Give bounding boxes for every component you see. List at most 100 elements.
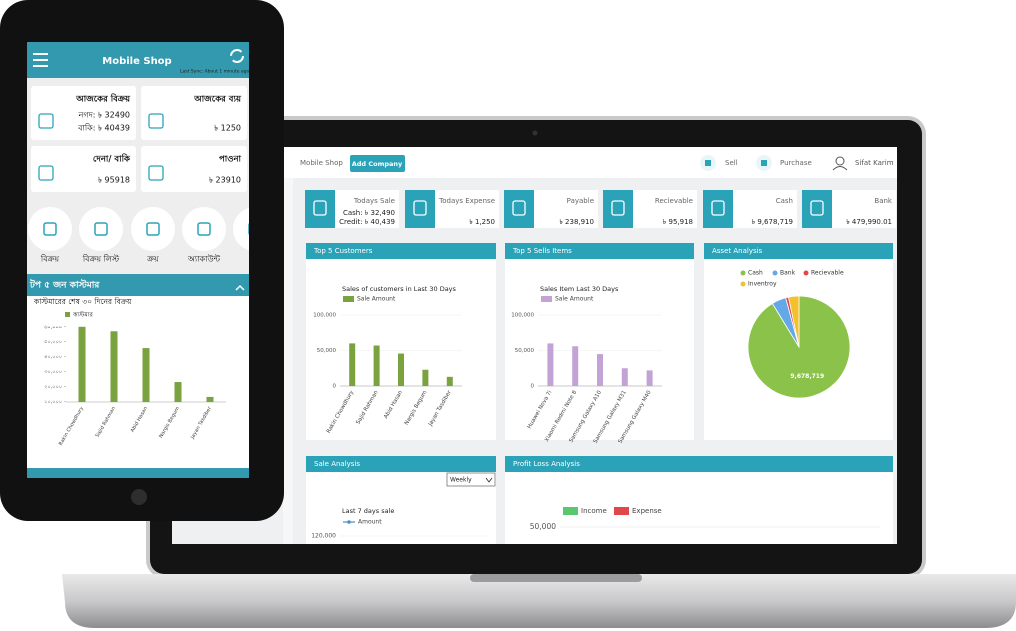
pie-slice	[747, 295, 851, 399]
panel-title: Profit Loss Analysis	[513, 460, 580, 468]
add-button-bg[interactable]	[350, 155, 405, 172]
shortcut-bg	[79, 207, 123, 251]
app-footer	[27, 468, 249, 478]
user-name[interactable]: Sifat Karim	[855, 159, 894, 167]
legend-label[interactable]: Bank	[780, 270, 796, 277]
pie-slice	[788, 295, 800, 348]
menu-icon[interactable]	[33, 53, 48, 67]
card-value: ৳ 1250	[214, 124, 241, 133]
collapse-icon[interactable]	[235, 284, 245, 291]
legend-label[interactable]: Sale Amount	[357, 296, 396, 303]
summary-card[interactable]: দেনা/ বাকি ৳ 95918	[31, 146, 136, 192]
legend-label[interactable]: Expense	[632, 507, 662, 515]
stat-card[interactable]: Cash ৳ 9,678,719	[703, 190, 797, 228]
laptop-notch	[470, 574, 642, 582]
panel-title: Asset Analysis	[712, 247, 763, 255]
bar	[446, 376, 453, 386]
y-tick-label: 50,000	[530, 522, 556, 531]
legend-label[interactable]: Income	[581, 507, 607, 515]
nav-link[interactable]: Purchase	[780, 159, 812, 167]
y-tick-label: 120,000	[311, 533, 336, 540]
nav-glyph	[705, 160, 711, 166]
bar	[349, 343, 356, 386]
card-title: Todays Sale	[353, 197, 395, 205]
card-icon	[38, 165, 54, 181]
legend-dot	[347, 520, 351, 524]
card-icon	[313, 200, 327, 216]
card-icon-bg	[305, 190, 335, 228]
stat-card[interactable]: Payable ৳ 238,910	[504, 190, 598, 228]
shortcut-bg	[131, 207, 175, 251]
shortcut[interactable]: ক্রয়	[131, 207, 175, 264]
app-title: Mobile Shop	[102, 56, 171, 67]
card-icon	[810, 200, 824, 216]
legend-marker	[65, 312, 70, 317]
stat-card[interactable]: Recievable ৳ 95,918	[603, 190, 697, 228]
legend-label[interactable]: Cash	[748, 270, 763, 277]
panel-header	[306, 243, 496, 259]
summary-card[interactable]: পাওনা ৳ 23910	[141, 146, 247, 192]
panel-header	[306, 456, 496, 472]
panel-header	[505, 243, 694, 259]
shortcut[interactable]: বিক্রয় লিস্ট	[79, 207, 123, 264]
home-button[interactable]	[131, 489, 147, 505]
user-icon-body	[832, 166, 848, 171]
chart-title: Last 7 days sale	[342, 507, 394, 515]
bar	[142, 348, 150, 402]
card-value: ৳ 23910	[209, 176, 241, 185]
card-icon-bg	[802, 190, 832, 228]
legend-label[interactable]: Sale Amount	[555, 296, 594, 303]
legend-label[interactable]: Inventroy	[748, 281, 777, 288]
shortcut[interactable]: বিক্রয়	[28, 207, 72, 264]
select-box[interactable]	[446, 472, 496, 487]
shortcut[interactable]: অ্যাকাউন্ট	[182, 207, 226, 264]
card-value: ৳ 95,918	[663, 218, 693, 226]
legend-marker	[541, 296, 552, 302]
card-title: আজকের ব্যয়	[193, 95, 242, 105]
data-label: 9,678,719	[790, 373, 824, 380]
card-icon-bg	[603, 190, 633, 228]
shortcut-bg	[182, 207, 226, 251]
stat-card[interactable]: Bank ৳ 479,990.01	[802, 190, 896, 228]
bar	[174, 382, 182, 402]
card-title: Bank	[874, 197, 893, 205]
y-tick-label: ২০,০০০	[44, 384, 62, 390]
period-select[interactable]: Weekly	[450, 477, 472, 484]
card-value: ৳ 95918	[98, 176, 130, 185]
legend-marker	[772, 270, 778, 276]
panel-bg	[306, 243, 496, 440]
y-tick-label: ৬০,০০০	[44, 324, 62, 330]
chart-title: Sales of customers in Last 30 Days	[342, 285, 457, 293]
card-icon	[512, 200, 526, 216]
shortcut-label: বিক্রয় লিস্ট	[82, 254, 120, 264]
card-icon	[413, 200, 427, 216]
bar	[78, 326, 86, 402]
legend-label[interactable]: Recievable	[811, 270, 844, 277]
mobile-app: Mobile Shop Last Sync: About 1 minute ago…	[27, 42, 277, 478]
card-bg	[31, 146, 136, 192]
sync-icon[interactable]	[230, 49, 244, 63]
shortcut[interactable]	[233, 207, 277, 251]
summary-card[interactable]: আজকের ব্যয় ৳ 1250	[141, 86, 247, 140]
bar	[646, 370, 653, 386]
card-value: ৳ 9,678,719	[752, 218, 793, 226]
card-title: Todays Expense	[438, 197, 495, 205]
y-tick-label: 100,000	[313, 313, 336, 319]
card-icon-bg	[504, 190, 534, 228]
legend-marker	[563, 507, 578, 515]
stat-card[interactable]: Todays Expense ৳ 1,250	[405, 190, 499, 228]
shortcut-icon	[146, 222, 160, 236]
summary-card[interactable]: আজকের বিক্রয় নগদ: ৳ 32490 বাকি: ৳ 40439	[31, 86, 136, 140]
card-title: Cash	[776, 197, 793, 205]
add-button[interactable]: Add Company	[352, 160, 403, 168]
nav-link[interactable]: Sell	[725, 159, 738, 167]
camera	[532, 130, 538, 136]
bar	[110, 331, 118, 402]
legend-label[interactable]: Amount	[358, 519, 382, 526]
y-tick-label: 50,000	[317, 348, 337, 354]
section-bar	[27, 274, 249, 296]
bar	[572, 346, 579, 386]
